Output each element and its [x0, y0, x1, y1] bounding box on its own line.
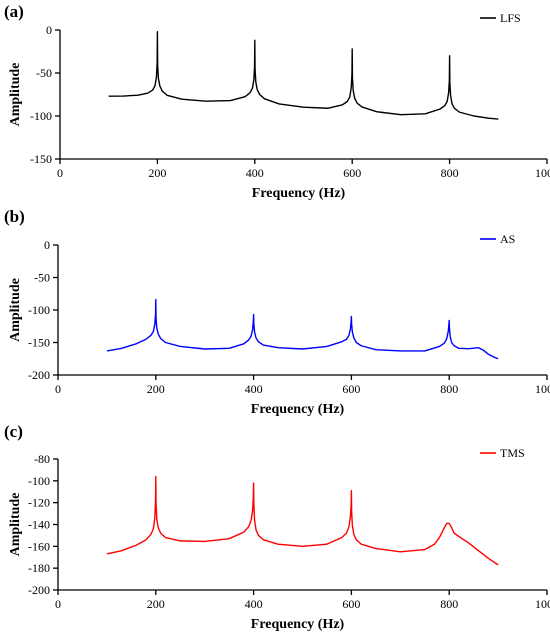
y-tick-label: -200: [28, 368, 50, 382]
x-axis-title: Frequency (Hz): [251, 402, 345, 417]
y-tick-label: -120: [28, 496, 50, 510]
y-axis-title: Amplitude: [8, 63, 23, 127]
x-tick-label: 400: [245, 597, 263, 611]
legend-label: TMS: [500, 446, 525, 460]
panel-label: (b): [4, 207, 25, 226]
x-tick-label: 400: [246, 166, 264, 180]
x-axis-title: Frequency (Hz): [251, 617, 345, 632]
y-tick-label: -100: [28, 474, 50, 488]
series-line: [108, 31, 499, 120]
x-tick-label: 200: [147, 597, 165, 611]
x-tick-label: 600: [343, 166, 361, 180]
y-tick-label: -50: [36, 66, 52, 80]
series-line: [106, 475, 499, 566]
legend-label: LFS: [500, 11, 521, 25]
y-tick-label: 0: [44, 238, 50, 252]
x-axis-title: Frequency (Hz): [252, 186, 346, 201]
series-line: [106, 298, 499, 360]
x-tick-label: 200: [148, 166, 166, 180]
y-tick-label: 0: [46, 23, 52, 37]
panel-label: (a): [4, 2, 24, 21]
x-tick-label: 600: [342, 382, 360, 396]
y-tick-label: -180: [28, 561, 50, 575]
y-tick-label: -100: [30, 109, 52, 123]
x-tick-label: 800: [440, 597, 458, 611]
y-tick-label: -100: [28, 303, 50, 317]
panel-label: (c): [4, 422, 23, 441]
y-tick-label: -200: [28, 583, 50, 597]
x-tick-label: 400: [245, 382, 263, 396]
x-tick-label: 800: [441, 166, 459, 180]
y-tick-label: -150: [30, 152, 52, 166]
x-tick-label: 0: [57, 166, 63, 180]
y-tick-label: -80: [34, 452, 50, 466]
y-axis-title: Amplitude: [8, 278, 23, 342]
legend-label: AS: [500, 232, 515, 246]
x-tick-label: 0: [55, 382, 61, 396]
x-tick-label: 600: [342, 597, 360, 611]
y-tick-label: -140: [28, 518, 50, 532]
x-tick-label: 200: [147, 382, 165, 396]
y-axis-title: Amplitude: [8, 493, 23, 557]
x-tick-label: 800: [440, 382, 458, 396]
x-tick-label: 0: [55, 597, 61, 611]
y-tick-label: -50: [34, 271, 50, 285]
y-tick-label: -160: [28, 539, 50, 553]
y-tick-label: -150: [28, 336, 50, 350]
